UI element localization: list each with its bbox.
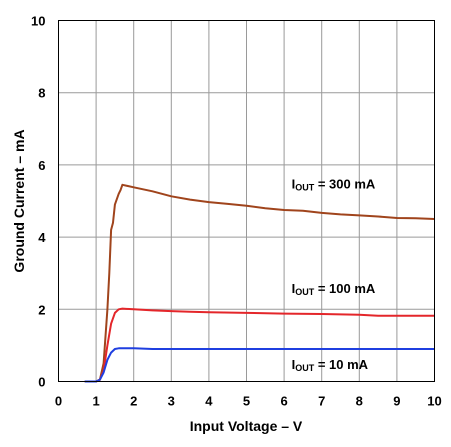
x-tick-label: 0 <box>55 394 62 409</box>
series-line-0 <box>84 183 435 383</box>
series-line-2 <box>84 347 435 383</box>
y-tick-label: 10 <box>31 14 45 29</box>
x-axis-label: Input Voltage – V <box>190 418 303 434</box>
y-tick-label: 0 <box>38 375 45 390</box>
x-tick-label: 6 <box>280 394 287 409</box>
y-tick-label: 2 <box>38 302 45 317</box>
grid <box>58 20 435 382</box>
x-tick-labels: 0 1 2 3 4 5 6 7 8 9 10 <box>55 394 442 409</box>
x-tick-label: 7 <box>318 394 325 409</box>
x-tick-label: 2 <box>130 394 137 409</box>
x-tick-label: 9 <box>393 394 400 409</box>
annotations: IOUT = 300 mA IOUT = 100 mA IOUT = 10 mA <box>292 176 376 372</box>
series-line-1 <box>84 307 435 383</box>
x-tick-label: 1 <box>92 394 99 409</box>
y-tick-label: 6 <box>38 158 45 173</box>
plot-frame <box>58 20 435 382</box>
y-axis-label: Ground Current – mA <box>11 129 27 272</box>
series-annotation: IOUT = 300 mA <box>292 176 376 192</box>
x-tick-label: 10 <box>427 394 441 409</box>
x-tick-label: 5 <box>243 394 250 409</box>
x-tick-label: 3 <box>168 394 175 409</box>
series-annotation: IOUT = 100 mA <box>292 281 376 297</box>
y-tick-label: 4 <box>38 230 46 245</box>
y-tick-labels: 0 2 4 6 8 10 <box>31 14 46 390</box>
x-tick-label: 8 <box>356 394 363 409</box>
series-annotation: IOUT = 10 mA <box>292 357 369 373</box>
series-layer <box>84 183 435 383</box>
x-tick-label: 4 <box>205 394 213 409</box>
y-tick-label: 8 <box>38 86 45 101</box>
